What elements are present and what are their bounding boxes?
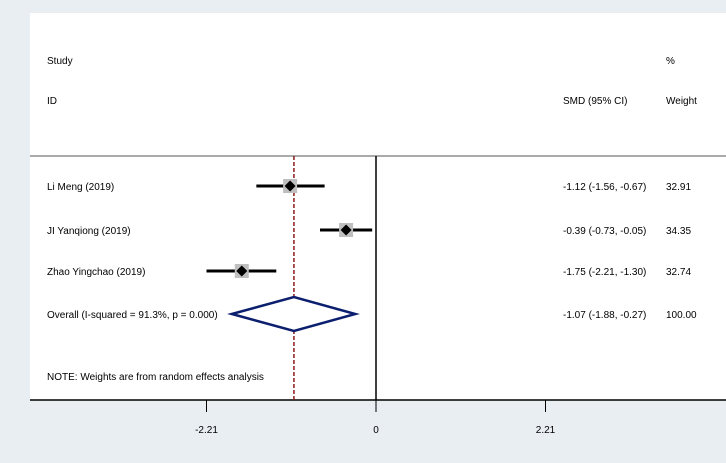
header-smd-ci: SMD (95% CI) bbox=[563, 96, 627, 107]
note-text: NOTE: Weights are from random effects an… bbox=[47, 372, 264, 383]
study-weight: 32.74 bbox=[666, 267, 691, 278]
tick-label: 2.21 bbox=[536, 425, 556, 436]
study-rows: Li Meng (2019) -1.12 (-1.56, -0.67) 32.91 J… bbox=[47, 179, 691, 278]
overall-weight: 100.00 bbox=[666, 310, 697, 321]
header-id: ID bbox=[47, 96, 57, 107]
overall-ci: -1.07 (-1.88, -0.27) bbox=[563, 310, 646, 321]
tick-label: 0 bbox=[373, 425, 379, 436]
plot-area bbox=[30, 13, 726, 400]
study-label: Zhao Yingchao (2019) bbox=[47, 267, 145, 278]
study-weight: 32.91 bbox=[666, 182, 691, 193]
point-estimate bbox=[236, 265, 248, 277]
study-label: Li Meng (2019) bbox=[47, 182, 114, 193]
study-weight: 34.35 bbox=[666, 226, 691, 237]
study-ci: -1.12 (-1.56, -0.67) bbox=[563, 182, 646, 193]
tick-label: -2.21 bbox=[195, 425, 218, 436]
overall-diamond bbox=[227, 295, 360, 333]
study-ci: -1.75 (-2.21, -1.30) bbox=[563, 267, 646, 278]
header-percent: % bbox=[666, 56, 675, 67]
study-label: JI Yanqiong (2019) bbox=[47, 226, 131, 237]
overall-label: Overall (I-squared = 91.3%, p = 0.000) bbox=[47, 310, 218, 321]
x-axis-ticks: -2.21 0 2.21 bbox=[195, 400, 556, 436]
header-weight: Weight bbox=[666, 96, 697, 107]
point-estimate bbox=[340, 224, 352, 236]
header-study: Study bbox=[47, 56, 73, 67]
study-ci: -0.39 (-0.73, -0.05) bbox=[563, 226, 646, 237]
point-estimate bbox=[284, 180, 296, 192]
